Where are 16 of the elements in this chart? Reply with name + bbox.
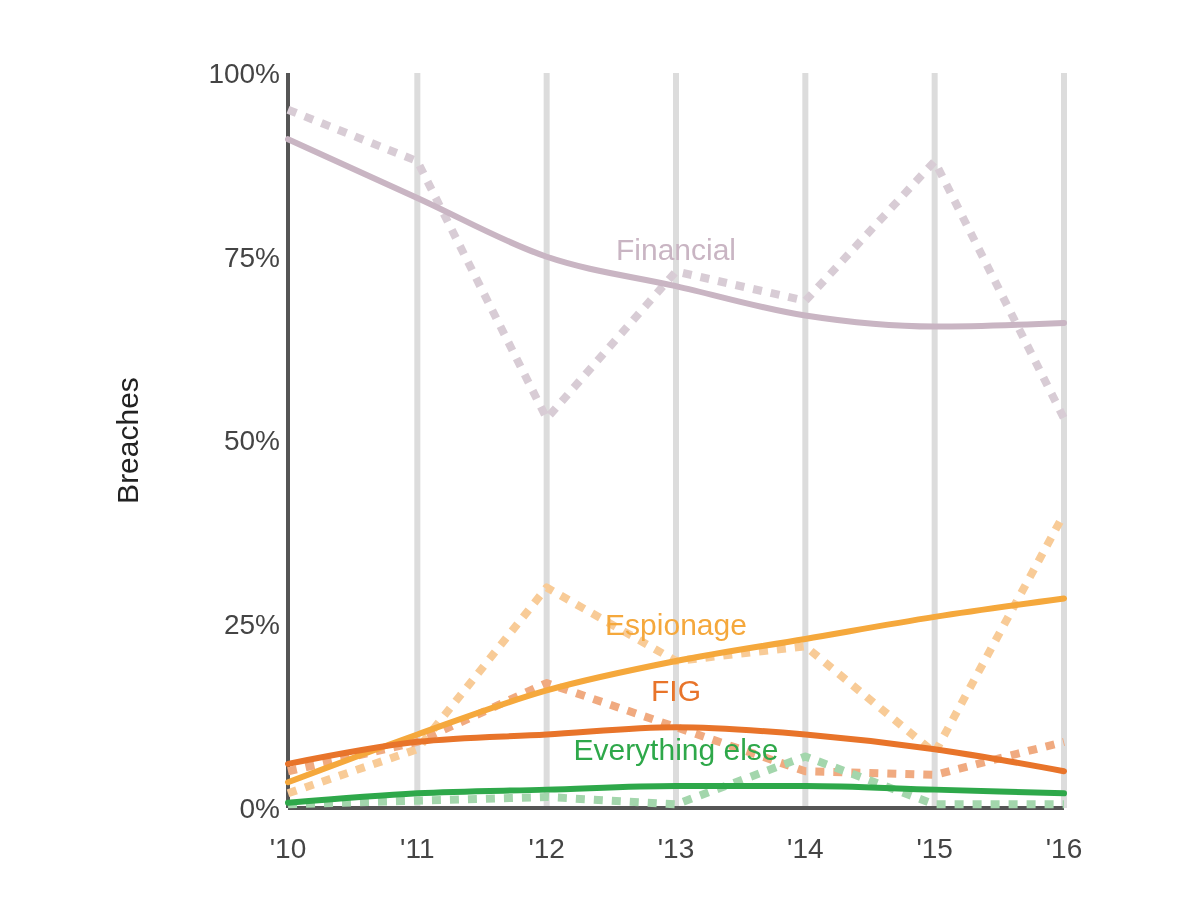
x-tick-label: '12 [528, 833, 565, 864]
y-axis-title: Breaches [111, 377, 144, 504]
x-tick-label: '10 [269, 833, 307, 864]
y-tick-label: 0% [239, 792, 280, 824]
x-tick-label: '15 [916, 833, 953, 864]
x-tick-label: '16 [1045, 833, 1083, 864]
x-tick-label: '11 [400, 833, 435, 864]
series-label: FIG [651, 674, 701, 708]
series-label: Espionage [605, 608, 747, 641]
x-tick-label: '14 [787, 833, 824, 864]
y-tick-label: 50% [223, 425, 280, 457]
series-label: Financial [615, 233, 737, 267]
y-tick-label: 25% [223, 609, 280, 641]
x-tick-label: '13 [657, 833, 695, 864]
y-tick-label: 75% [223, 241, 280, 273]
y-tick-label: 100% [208, 57, 280, 89]
